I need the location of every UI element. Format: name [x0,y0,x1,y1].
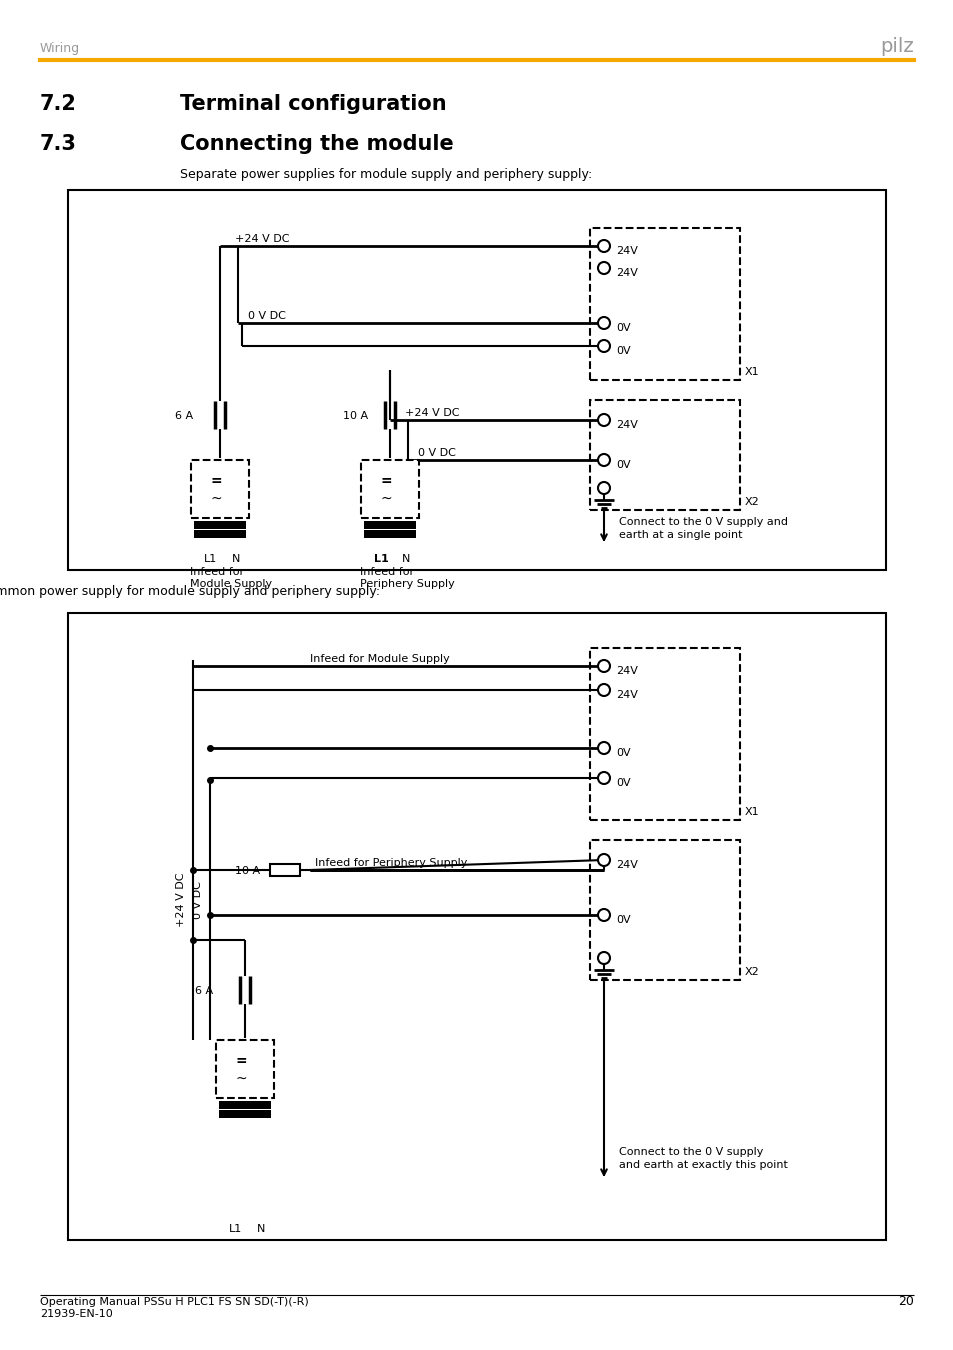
Text: X1: X1 [744,807,759,817]
Circle shape [598,454,609,466]
Text: Module Supply: Module Supply [190,579,272,589]
Text: Separate power supplies for module supply and periphery supply:: Separate power supplies for module suppl… [180,167,592,181]
Text: 24V: 24V [616,860,638,869]
Text: Periphery Supply: Periphery Supply [359,579,455,589]
Text: X1: X1 [744,367,759,377]
Text: Common power supply for module supply and periphery supply:: Common power supply for module supply an… [0,585,380,598]
Bar [68,190,885,570]
Bar [589,648,740,819]
Bar [364,521,416,529]
Text: L1: L1 [229,1224,242,1234]
Text: pilz: pilz [880,36,913,55]
Circle shape [598,855,609,865]
Bar [193,531,246,539]
Circle shape [598,240,609,252]
Circle shape [598,414,609,427]
Text: X2: X2 [744,497,759,508]
Text: Terminal configuration: Terminal configuration [180,95,446,113]
Text: N: N [256,1224,265,1234]
Text: 0V: 0V [616,778,630,788]
Bar [364,531,416,539]
Bar [215,1040,274,1098]
Text: 24V: 24V [616,690,638,701]
Text: 0 V DC: 0 V DC [193,882,203,919]
Text: Operating Manual PSSu H PLC1 FS SN SD(-T)(-R): Operating Manual PSSu H PLC1 FS SN SD(-T… [40,1297,309,1307]
Circle shape [598,909,609,921]
Text: 24V: 24V [616,666,638,676]
Text: 6 A: 6 A [174,410,193,421]
Text: 24V: 24V [616,420,638,431]
Circle shape [598,772,609,784]
Text: 0V: 0V [616,915,630,925]
Text: 10 A: 10 A [234,865,260,876]
Text: 24V: 24V [616,246,638,256]
Text: earth at a single point: earth at a single point [618,531,741,540]
Text: 10 A: 10 A [343,410,368,421]
Text: N: N [232,554,240,564]
Text: +24 V DC: +24 V DC [175,872,186,927]
Circle shape [598,340,609,352]
Bar [589,400,740,510]
Bar [219,1102,271,1108]
Circle shape [598,482,609,494]
Text: ~: ~ [235,1072,247,1085]
Text: Connect to the 0 V supply: Connect to the 0 V supply [618,1148,762,1157]
Text: and earth at exactly this point: and earth at exactly this point [618,1160,787,1170]
Bar [589,228,740,379]
Text: Connecting the module: Connecting the module [180,134,454,154]
Circle shape [598,317,609,329]
Text: ~: ~ [210,491,222,506]
Bar [360,460,418,518]
Circle shape [598,684,609,697]
Text: 6 A: 6 A [194,986,213,996]
Text: N: N [401,554,410,564]
Bar [191,460,249,518]
Text: X2: X2 [744,967,759,977]
Text: 0V: 0V [616,323,630,333]
Bar [589,840,740,980]
Text: Infeed for: Infeed for [190,567,244,576]
Bar [68,613,885,1241]
Text: Wiring: Wiring [40,42,80,55]
Bar [193,521,246,529]
Text: 7.2: 7.2 [40,95,77,113]
Text: 20: 20 [897,1295,913,1308]
Text: Infeed for Module Supply: Infeed for Module Supply [310,653,449,664]
Circle shape [598,743,609,755]
Text: L1: L1 [204,554,217,564]
Text: L1: L1 [374,554,388,564]
Text: =: = [380,474,392,487]
Text: +24 V DC: +24 V DC [405,408,459,418]
Bar [270,864,299,876]
Text: =: = [235,1054,247,1068]
Text: Infeed for: Infeed for [359,567,414,576]
Text: Infeed for Periphery Supply: Infeed for Periphery Supply [314,859,467,868]
Text: 24V: 24V [616,269,638,278]
Text: 0V: 0V [616,748,630,757]
Text: 0V: 0V [616,460,630,470]
Circle shape [598,262,609,274]
Text: 0V: 0V [616,346,630,356]
Text: ~: ~ [380,491,392,506]
Text: +24 V DC: +24 V DC [234,234,289,244]
Text: =: = [210,474,222,487]
Circle shape [598,952,609,964]
Bar [219,1110,271,1118]
Text: 0 V DC: 0 V DC [248,310,286,321]
Circle shape [598,660,609,672]
Text: 21939-EN-10: 21939-EN-10 [40,1310,112,1319]
Text: 7.3: 7.3 [40,134,77,154]
Text: 0 V DC: 0 V DC [417,448,456,458]
Text: Connect to the 0 V supply and: Connect to the 0 V supply and [618,517,787,526]
